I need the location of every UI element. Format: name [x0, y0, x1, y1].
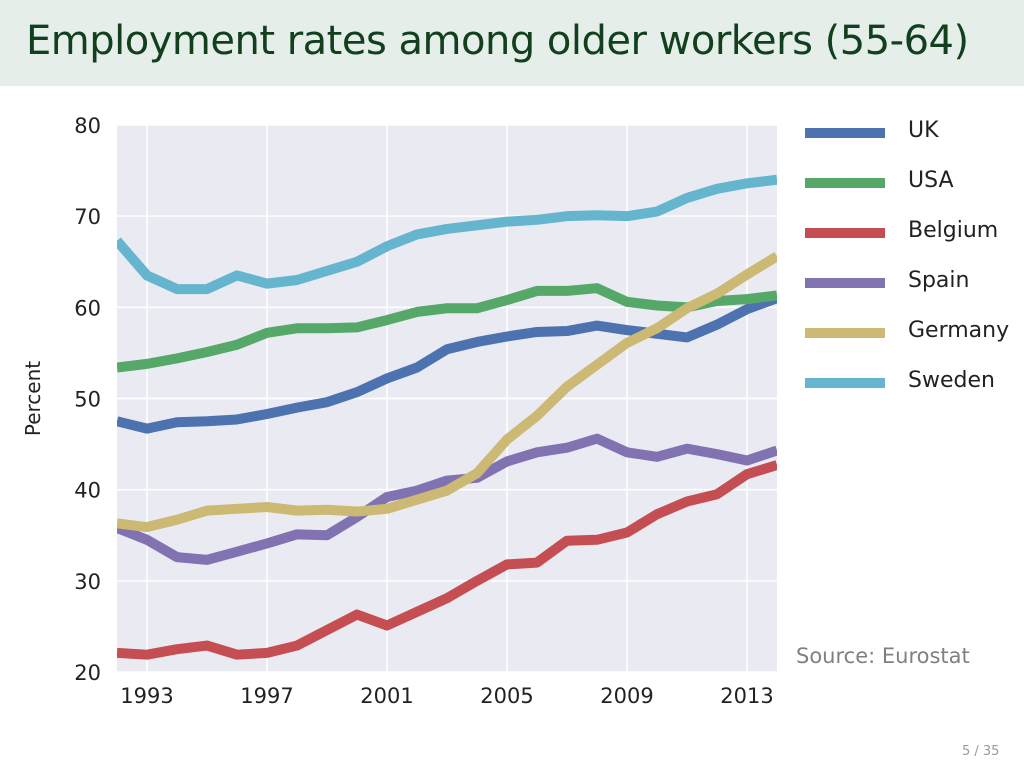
x-tick-label: 2009 [600, 684, 653, 708]
y-tick-label: 30 [74, 570, 101, 594]
y-axis-label: Percent [21, 361, 45, 436]
y-tick-label: 60 [74, 296, 101, 320]
y-tick-label: 50 [74, 388, 101, 412]
legend-label: USA [908, 168, 954, 193]
page-number: 5 / 35 [962, 744, 1000, 759]
x-tick-label: 2013 [720, 684, 773, 708]
legend-label: UK [908, 118, 939, 143]
series-line-spain [117, 433, 777, 565]
series-line-belgium [117, 460, 777, 660]
series-line-uk [117, 293, 777, 434]
legend-label: Belgium [908, 218, 999, 243]
series-line-sweden [117, 174, 777, 295]
y-tick-label: 80 [74, 114, 101, 138]
series-line-germany [117, 252, 777, 533]
title-bar: Employment rates among older workers (55… [0, 0, 1024, 86]
x-tick-label: 1993 [120, 684, 173, 708]
slide-title: Employment rates among older workers (55… [26, 18, 969, 64]
series-line-usa [117, 283, 777, 373]
x-tick-label: 2005 [480, 684, 533, 708]
y-tick-label: 40 [74, 479, 101, 503]
y-tick-label: 20 [74, 661, 101, 685]
x-tick-label: 1997 [240, 684, 293, 708]
x-tick-label: 2001 [360, 684, 413, 708]
legend-label: Germany [908, 318, 1010, 343]
legend-label: Spain [908, 268, 970, 293]
source-note: Source: Eurostat [796, 644, 970, 668]
legend-label: Sweden [908, 368, 995, 393]
y-tick-label: 70 [74, 205, 101, 229]
